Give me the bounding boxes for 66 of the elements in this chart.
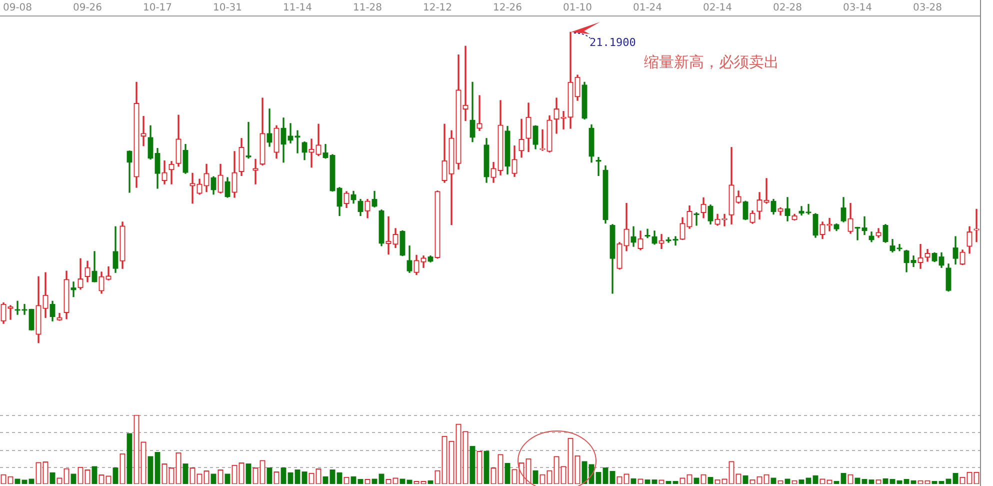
x-tick-label: 11-14 xyxy=(282,2,312,14)
candlestick xyxy=(658,234,664,249)
x-tick-label: 11-28 xyxy=(352,2,382,14)
x-tick-label: 12-12 xyxy=(422,2,452,14)
bar xyxy=(266,468,272,484)
candlestick xyxy=(862,216,868,236)
x-tick-label: 01-24 xyxy=(632,2,662,14)
bar xyxy=(70,474,76,484)
annotation: 缩量新高，必须卖出 xyxy=(644,52,779,71)
annotation: 21.1900 xyxy=(590,36,636,50)
candlestick xyxy=(266,108,272,147)
bar xyxy=(336,472,342,484)
bar xyxy=(378,474,384,484)
candlestick xyxy=(806,204,812,215)
candlestick xyxy=(288,123,294,144)
x-tick-label: 09-08 xyxy=(2,2,32,14)
candlestick xyxy=(462,46,468,122)
bar xyxy=(154,452,160,484)
candlestick xyxy=(974,208,980,242)
bar xyxy=(288,472,294,484)
bar xyxy=(224,474,230,484)
bar xyxy=(148,456,154,484)
bar xyxy=(952,472,958,484)
x-tick-label: 10-17 xyxy=(142,2,172,14)
candlestick xyxy=(294,130,300,154)
bar xyxy=(470,446,476,484)
x-tick-label: 10-31 xyxy=(212,2,242,14)
bar xyxy=(302,472,308,484)
candlestick xyxy=(70,282,76,298)
bar xyxy=(484,450,490,484)
x-tick-label: 02-14 xyxy=(702,2,732,14)
bar xyxy=(330,470,336,484)
bar xyxy=(582,461,588,484)
candlestick xyxy=(190,172,196,204)
x-tick-label: 03-28 xyxy=(912,2,942,14)
x-tick-label: 03-14 xyxy=(842,2,872,14)
bar xyxy=(610,470,616,484)
candlestick xyxy=(140,116,146,146)
candlestick xyxy=(308,138,314,168)
bar xyxy=(840,472,846,484)
bar xyxy=(92,466,98,484)
candlestick xyxy=(386,216,392,255)
bar xyxy=(246,463,252,484)
candlestick xyxy=(252,158,258,184)
bar xyxy=(294,470,300,484)
x-tick-label: 02-28 xyxy=(772,2,802,14)
bar xyxy=(596,472,602,484)
bar xyxy=(588,464,594,484)
bar xyxy=(50,472,56,484)
candlestick xyxy=(14,300,20,315)
bar xyxy=(504,462,510,484)
bar xyxy=(280,468,286,484)
candlestick xyxy=(918,244,924,269)
x-tick-label: 09-26 xyxy=(72,2,102,14)
candlestick xyxy=(476,95,482,131)
x-tick-label: 12-26 xyxy=(492,2,522,14)
candlestick xyxy=(540,129,546,151)
bar xyxy=(126,433,132,484)
candlestick xyxy=(168,161,174,184)
bar xyxy=(210,474,216,484)
x-tick-label: 01-10 xyxy=(562,2,592,14)
bar xyxy=(182,463,188,484)
bar xyxy=(112,468,118,484)
bar xyxy=(532,470,538,484)
bar xyxy=(602,468,608,484)
candlestick xyxy=(22,304,28,315)
